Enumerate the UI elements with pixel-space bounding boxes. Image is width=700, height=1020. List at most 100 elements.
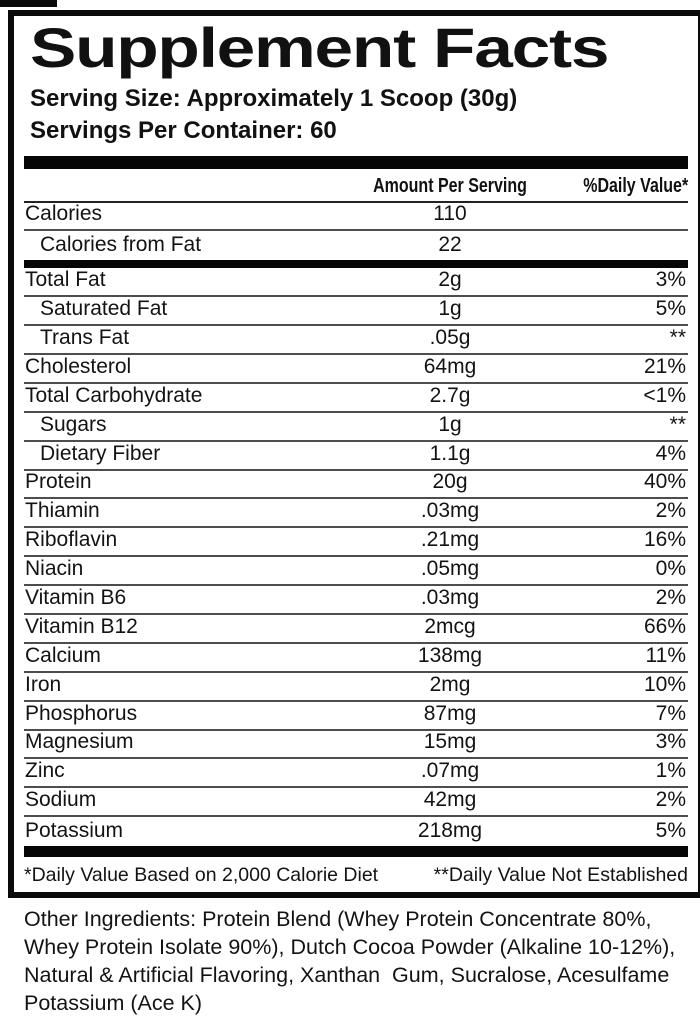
nutrient-row: Riboflavin .21mg 16%	[24, 528, 688, 558]
scan-artifact	[0, 0, 57, 7]
nutrient-amount: 20g	[432, 470, 468, 494]
nutrient-name: Sodium	[25, 788, 97, 812]
nutrient-dv: <1%	[643, 383, 686, 407]
nutrient-name: Total Carbohydrate	[25, 383, 203, 407]
nutrient-dv: 2%	[655, 499, 686, 523]
nutrient-name: Iron	[25, 672, 62, 696]
nutrient-amount: 22	[438, 233, 462, 257]
nutrient-row: Iron 2mg 10%	[24, 673, 688, 702]
nutrient-row: Magnesium 15mg 3%	[24, 730, 688, 760]
nutrient-amount: .03mg	[420, 499, 480, 523]
nutrient-row: Calcium 138mg 11%	[24, 644, 688, 673]
nutrient-dv: 7%	[655, 701, 686, 725]
nutrient-dv: **	[669, 325, 686, 349]
nutrient-rows: Calories 110 Calories from Fat 22 Total Fat 2…	[24, 202, 688, 847]
footnote-row: *Daily Value Based on 2,000 Calorie Diet…	[24, 857, 688, 886]
nutrient-dv: 40%	[643, 470, 686, 494]
nutrient-amount: 1g	[438, 297, 462, 321]
nutrient-dv: **	[669, 412, 686, 436]
nutrient-row: Calories from Fat 22	[24, 231, 688, 260]
nutrient-dv: 10%	[643, 672, 686, 696]
nutrient-name: Trans Fat	[40, 325, 130, 349]
nutrient-dv: 3%	[655, 268, 686, 292]
nutrient-amount: 15mg	[423, 730, 477, 754]
other-ingredients-paragraph: Other Ingredients: Protein Blend (Whey P…	[24, 905, 675, 1017]
nutrient-name: Calcium	[25, 643, 101, 667]
nutrient-row: Protein 20g 40%	[24, 470, 688, 500]
nutrient-dv: 3%	[655, 730, 686, 754]
nutrient-dv: 5%	[655, 297, 686, 321]
nutrient-row: Saturated Fat 1g 5%	[24, 297, 688, 327]
ingredients-line: Potassium (Ace K)	[24, 991, 203, 1015]
nutrient-row: Phosphorus 87mg 7%	[24, 702, 688, 731]
nutrient-amount: 42mg	[423, 788, 477, 812]
nutrient-row: Total Carbohydrate 2.7g <1%	[24, 384, 688, 413]
nutrient-row: Vitamin B6 .03mg 2%	[24, 586, 688, 615]
ingredients-line: Other Ingredients: Protein Blend (Whey P…	[24, 907, 652, 931]
nutrient-row: Sodium 42mg 2%	[24, 788, 688, 818]
nutrient-name: Calories from Fat	[40, 233, 202, 257]
nutrient-dv: 11%	[645, 643, 686, 667]
nutrient-amount: 87mg	[423, 701, 477, 725]
section-divider	[24, 260, 688, 269]
nutrient-amount: .03mg	[420, 585, 480, 609]
nutrient-row: Niacin .05mg 0%	[24, 557, 688, 587]
nutrient-name: Magnesium	[25, 730, 134, 754]
amount-per-serving-header: Amount Per Serving	[373, 174, 527, 197]
daily-value-header: %Daily Value*	[583, 174, 688, 197]
nutrient-dv: 2%	[655, 585, 686, 609]
nutrient-row: Zinc .07mg 1%	[24, 759, 688, 789]
panel-title: Supplement Facts	[30, 16, 609, 79]
serving-size-line: Serving Size: Approximately 1 Scoop (30g…	[30, 85, 518, 112]
nutrient-name: Sugars	[40, 412, 107, 436]
servings-per-container-line: Servings Per Container: 60	[30, 117, 337, 144]
nutrient-name: Potassium	[25, 819, 124, 843]
nutrient-row: Cholesterol 64mg 21%	[24, 355, 688, 384]
section-bar-top	[24, 156, 688, 169]
nutrient-row: Vitamin B12 2mcg 66%	[24, 615, 688, 644]
nutrient-dv: 1%	[655, 759, 686, 783]
nutrient-name: Phosphorus	[25, 701, 138, 725]
nutrient-row: Sugars 1g **	[24, 413, 688, 442]
ingredients-line: Whey Protein Isolate 90%), Dutch Cocoa P…	[24, 935, 676, 959]
nutrient-name: Vitamin B12	[25, 614, 138, 638]
nutrient-name: Dietary Fiber	[40, 441, 161, 465]
nutrient-row: Trans Fat .05g **	[24, 326, 688, 355]
nutrient-row: Potassium 218mg 5%	[24, 817, 688, 846]
daily-value-footnote: *Daily Value Based on 2,000 Calorie Diet	[24, 864, 379, 887]
nutrient-amount: 110	[433, 202, 467, 226]
nutrient-dv: 16%	[643, 528, 686, 552]
nutrient-dv: 4%	[655, 441, 686, 465]
nutrient-amount: .05mg	[420, 557, 480, 581]
nutrient-amount: 218mg	[417, 819, 483, 843]
nutrient-name: Zinc	[25, 759, 65, 783]
nutrient-amount: 138mg	[417, 643, 483, 667]
nutrient-dv: 2%	[655, 788, 686, 812]
nutrient-name: Saturated Fat	[40, 297, 168, 321]
nutrient-amount: 1.1g	[429, 441, 471, 465]
nutrient-amount: 64mg	[423, 354, 477, 378]
nutrient-row: Total Fat 2g 3%	[24, 268, 688, 298]
column-header-row: Amount Per Serving %Daily Value*	[24, 169, 688, 203]
nutrient-dv: 21%	[643, 354, 686, 378]
nutrient-name: Total Fat	[25, 268, 106, 292]
nutrient-name: Vitamin B6	[25, 585, 127, 609]
nutrient-row: Calories 110	[24, 202, 688, 232]
nutrient-name: Riboflavin	[25, 528, 118, 552]
nutrient-row: Dietary Fiber 1.1g 4%	[24, 442, 688, 471]
nutrient-amount: .07mg	[420, 759, 480, 783]
supplement-facts-panel: Supplement Facts Serving Size: Approxima…	[8, 10, 700, 898]
nutrient-name: Niacin	[25, 557, 84, 581]
section-bar-bottom	[24, 846, 688, 858]
nutrient-dv: 5%	[655, 819, 686, 843]
nutrient-amount: .21mg	[420, 528, 480, 552]
nutrient-name: Protein	[25, 470, 92, 494]
panel-inner: Supplement Facts Serving Size: Approxima…	[14, 20, 698, 886]
nutrient-dv: 0%	[655, 557, 686, 581]
nutrient-amount: 1g	[438, 412, 462, 436]
not-established-footnote: **Daily Value Not Established	[433, 864, 688, 887]
nutrient-name: Cholesterol	[25, 354, 132, 378]
nutrient-amount: 2.7g	[429, 383, 471, 407]
nutrient-name: Thiamin	[25, 499, 100, 523]
nutrient-amount: 2g	[438, 268, 462, 292]
